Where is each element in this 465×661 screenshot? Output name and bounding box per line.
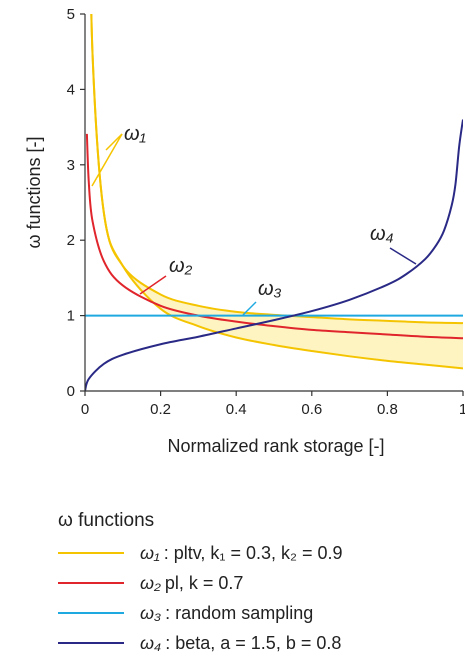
annotations: ω₁ ω₂ ω₃ ω₄ — [91, 123, 417, 316]
y-axis-title: ω functions [-] — [24, 136, 44, 248]
annotation-label: ω₁ — [124, 123, 146, 145]
series-omega1-k2-line — [90, 14, 463, 370]
legend-title: ω functions — [58, 510, 154, 532]
legend-text: : pltv, k₁ = 0.3, k₂ = 0.9 — [163, 542, 343, 563]
annotation-leader — [242, 301, 257, 316]
annotation-leader — [389, 247, 417, 265]
y-tick-label: 1 — [67, 308, 75, 325]
pltv-band — [91, 14, 463, 369]
y-tick-label: 3 — [67, 157, 75, 174]
legend-item: ω₂ pl, k = 0.7 — [58, 568, 458, 598]
legend-swatch — [58, 582, 124, 584]
x-tick-label: 0.6 — [301, 401, 322, 418]
annotation-label: ω₂ — [169, 255, 193, 277]
legend-symbol: ω₂ — [140, 572, 161, 593]
legend-title-text: ω functions — [58, 510, 155, 531]
x-tick-label: 0 — [81, 401, 89, 418]
legend: ω₁: pltv, k₁ = 0.3, k₂ = 0.9 ω₂ pl, k = 0… — [58, 538, 458, 658]
y-tick-label: 0 — [67, 383, 75, 400]
x-tick-label: 0.2 — [150, 401, 171, 418]
legend-swatch — [58, 552, 124, 554]
annotation-leader — [139, 275, 167, 295]
legend-symbol: ω₁ — [140, 542, 160, 563]
series-omega4-line — [85, 119, 463, 391]
axes: 0 1 2 3 4 5 0 0.2 0.4 0.6 0.8 1 Normalized rank stor… — [24, 6, 465, 456]
x-tick-label: 1 — [459, 401, 465, 418]
legend-symbol: ω₃ — [140, 602, 162, 623]
series-layer — [85, 14, 463, 391]
y-tick-label: 5 — [67, 6, 75, 23]
annotation-leader — [91, 133, 123, 187]
legend-text: : random sampling — [165, 602, 314, 623]
legend-item: ω₁: pltv, k₁ = 0.3, k₂ = 0.9 — [58, 538, 458, 568]
legend-text: : beta, a = 1.5, b = 0.8 — [165, 632, 342, 653]
legend-text: pl, k = 0.7 — [164, 572, 244, 593]
legend-symbol: ω₄ — [140, 632, 162, 653]
legend-swatch — [58, 642, 124, 644]
series-omega2-line — [85, 133, 463, 340]
pltv-band-fill — [91, 14, 463, 369]
x-tick-label: 0.8 — [377, 401, 398, 418]
y-tick-label: 4 — [67, 81, 75, 98]
y-tick-label: 2 — [67, 232, 75, 249]
x-tick-label: 0.4 — [226, 401, 247, 418]
chart-canvas: 0 1 2 3 4 5 0 0.2 0.4 0.6 0.8 1 Normalized rank stor… — [24, 6, 465, 456]
legend-swatch — [58, 612, 124, 614]
annotation-label: ω₃ — [258, 278, 282, 300]
legend-item: ω₄: beta, a = 1.5, b = 0.8 — [58, 628, 458, 658]
legend-item: ω₃: random sampling — [58, 598, 458, 628]
annotation-label: ω₄ — [370, 223, 394, 245]
annotation-leader — [105, 133, 123, 151]
x-axis-title: Normalized rank storage [-] — [167, 436, 384, 456]
